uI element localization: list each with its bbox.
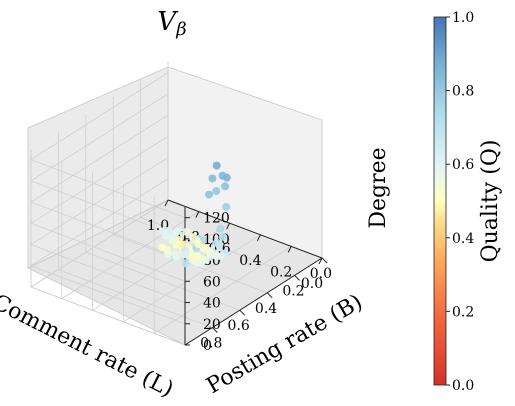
data-point (222, 202, 231, 211)
x-tick-mark (287, 246, 292, 253)
x-tick-mark (195, 211, 200, 218)
colorbar-tick-label: 0.4 (452, 231, 474, 247)
data-point (212, 161, 221, 170)
data-point (221, 182, 230, 191)
data-point (181, 259, 190, 268)
data-point (208, 174, 217, 183)
colorbar-tick-label: 1.0 (452, 10, 474, 26)
z-tick-label: 0 (203, 338, 212, 354)
grid-back-z (30, 180, 186, 240)
grid-floor-l (153, 246, 292, 334)
data-point (215, 241, 224, 250)
data-point (205, 190, 213, 199)
y-tick-label: 0.0 (310, 266, 332, 282)
grid-floor-b (58, 269, 213, 328)
data-point (182, 227, 191, 236)
y-tick-mark (294, 275, 300, 281)
y-tick-mark (212, 327, 218, 333)
x-tick-label: 0.0 (301, 276, 323, 292)
colorbar-label: Quality (Q) (478, 140, 503, 263)
axes-panes (27, 66, 323, 346)
colorbar-ticks: 0.0 0.2 0.4 0.6 0.8 1.0 (446, 10, 474, 394)
grid-floor-l (61, 211, 200, 299)
data-point (181, 249, 190, 258)
chart-title: Vβ (157, 7, 186, 40)
grid-back-z (30, 265, 186, 325)
z-tick-label: 20 (203, 317, 221, 333)
colorbar-tick-label: 0.0 (452, 378, 474, 394)
grid-left-z (30, 178, 169, 267)
x-tick-label: 0.4 (239, 253, 261, 269)
grid-left-z (30, 93, 169, 182)
x-tick-mark (164, 199, 169, 207)
grid-back-z (30, 201, 186, 261)
data-point (222, 173, 231, 182)
data-point (171, 250, 180, 259)
data-point (158, 243, 167, 252)
data-point (212, 251, 221, 260)
data-point (218, 232, 227, 241)
grid-back-z (30, 159, 186, 218)
data-points (158, 161, 231, 268)
grid-floor-l (92, 222, 230, 311)
y-tick-label: 0.8 (200, 336, 222, 352)
colorbar-tick-label: 0.6 (452, 157, 474, 173)
data-point (212, 186, 221, 195)
z-tick-label: 60 (203, 274, 221, 290)
grid-left-z (30, 135, 169, 224)
colorbar-tick-label: 0.8 (452, 84, 474, 100)
grid-floor-l (123, 234, 261, 323)
grid-floor-b (85, 251, 240, 311)
data-point (206, 248, 215, 257)
colorbar: 0.0 0.2 0.4 0.6 0.8 1.0 Quality (Q) (433, 10, 503, 394)
grid-left-z (30, 72, 169, 160)
z-tick-label: 120 (203, 211, 230, 227)
grid-back-z (30, 222, 186, 282)
grid-floor-b (113, 234, 268, 294)
y-axis-line (184, 257, 323, 346)
y-tick-mark (266, 292, 273, 299)
x-tick-label: 0.2 (270, 264, 292, 280)
y-tick-label: 0.4 (255, 301, 277, 317)
y-tick-mark (239, 309, 246, 316)
grid-left-z (30, 114, 169, 203)
y-tick-label: 0.2 (282, 283, 304, 299)
data-point (216, 224, 225, 233)
data-point (164, 226, 173, 235)
colorbar-gradient (433, 16, 447, 386)
z-tick-label: 40 (203, 296, 221, 312)
y-tick-label: 0.6 (228, 318, 250, 334)
grid-left-z (30, 157, 169, 245)
grid-back-z (30, 244, 186, 303)
colorbar-tick-label: 0.2 (452, 304, 474, 320)
data-point (158, 227, 167, 236)
grid-left-z (30, 199, 169, 288)
data-point (188, 233, 197, 242)
x-tick-mark (256, 234, 261, 242)
z-axis-label: Degree (366, 147, 391, 228)
grid-back-z (30, 286, 186, 346)
data-point (173, 227, 182, 236)
x-tick-mark (226, 222, 231, 230)
y-tick-mark (321, 257, 328, 264)
x-axis-line (167, 199, 323, 259)
x-tick-mark (318, 257, 323, 265)
